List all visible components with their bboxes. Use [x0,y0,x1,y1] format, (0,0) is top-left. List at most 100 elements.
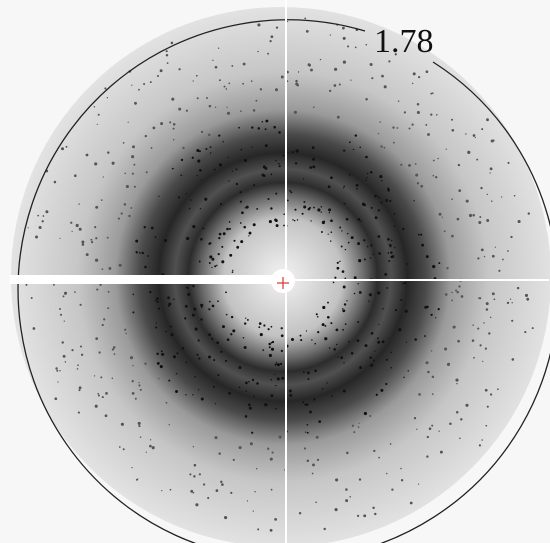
diffraction-spot [77,368,79,370]
diffraction-spot [199,150,201,152]
diffraction-spot [198,339,200,341]
diffraction-spot [386,359,388,361]
diffraction-spot [78,203,79,204]
diffraction-spot [466,200,469,203]
diffraction-spot [309,411,312,414]
diffraction-spot [427,133,430,136]
diffraction-spot [271,35,274,38]
diffraction-spot [119,264,122,267]
diffraction-spot [486,308,489,311]
diffraction-spot [339,261,340,262]
diffraction-spot [271,394,274,397]
diffraction-spot [372,507,374,509]
diffraction-spot [102,396,104,398]
diffraction-spot [431,350,432,351]
diffraction-spot [275,219,278,222]
diffraction-spot [243,226,246,229]
diffraction-spot [344,277,346,279]
diffraction-spot [433,175,435,177]
diffraction-spot [178,108,181,111]
diffraction-spot [379,121,381,123]
diffraction-spot [337,267,340,270]
diffraction-spot [430,93,432,95]
diffraction-spot [324,325,326,327]
diffraction-spot [105,392,108,395]
diffraction-spot [384,85,387,88]
diffraction-spot [257,23,260,26]
diffraction-spot [400,468,402,470]
diffraction-spot [39,226,42,229]
diffraction-spot [149,291,151,293]
diffraction-spot [262,349,264,351]
diffraction-spot [200,318,202,320]
diffraction-spot [138,425,140,427]
diffraction-spot [77,364,79,366]
diffraction-spot [415,174,418,177]
diffraction-spot [387,189,390,192]
diffraction-spot [112,348,114,350]
diffraction-spot [445,293,448,296]
diffraction-spot [201,397,204,400]
diffraction-spot [140,389,142,391]
diffraction-spot [113,346,116,349]
diffraction-spot [193,475,195,477]
diffraction-spot [357,321,359,323]
diffraction-spot [253,223,256,226]
diffraction-spot [208,308,210,310]
diffraction-spot [231,65,233,67]
diffraction-spot [479,297,481,299]
diffraction-spot [201,131,203,133]
diffraction-spot [333,348,336,351]
diffraction-spot [218,253,220,255]
diffraction-spot [308,208,311,211]
diffraction-spot [458,164,460,166]
diffraction-spot [140,436,142,438]
diffraction-spot [173,355,176,358]
diffraction-spot [123,448,125,450]
diffraction-spot [276,224,279,227]
diffraction-spot [473,134,476,137]
diffraction-spot [198,357,200,359]
diffraction-spot [55,367,57,369]
diffraction-spot [413,72,416,75]
diffraction-spot [119,446,121,448]
diffraction-spot [360,366,361,367]
diffraction-spot [124,203,127,206]
diffraction-spot [216,489,219,492]
diffraction-spot [377,235,380,238]
diffraction-spot [388,252,390,254]
diffraction-spot [219,163,222,166]
diffraction-spot [512,302,513,303]
diffraction-spot [358,283,359,284]
diffraction-spot [247,500,248,501]
diffraction-spot [328,208,331,211]
diffraction-spot [387,238,390,241]
diffraction-spot [451,129,454,132]
diffraction-spot [219,233,222,236]
diffraction-spot [532,327,534,329]
diffraction-spot [518,220,521,223]
diffraction-spot [337,357,338,358]
diffraction-spot [337,116,340,119]
diffraction-spot [323,220,325,222]
diffraction-spot [94,162,97,165]
diffraction-spot [147,255,149,257]
diffraction-spot [214,436,217,439]
diffraction-spot [393,142,395,144]
diffraction-spot [361,220,363,222]
diffraction-spot [510,299,511,300]
diffraction-spot [74,291,76,293]
diffraction-spot [353,149,354,150]
diffraction-spot [416,429,417,430]
diffraction-spot [363,514,366,517]
diffraction-spot [357,242,360,245]
diffraction-spot [321,212,322,213]
diffraction-spot [238,127,240,129]
diffraction-spot [491,200,493,202]
diffraction-spot [211,338,213,340]
diffraction-spot [327,382,328,383]
diffraction-spot [175,390,178,393]
diffraction-spot [378,209,380,211]
diffraction-spot [103,318,105,320]
diffraction-spot [269,220,272,223]
